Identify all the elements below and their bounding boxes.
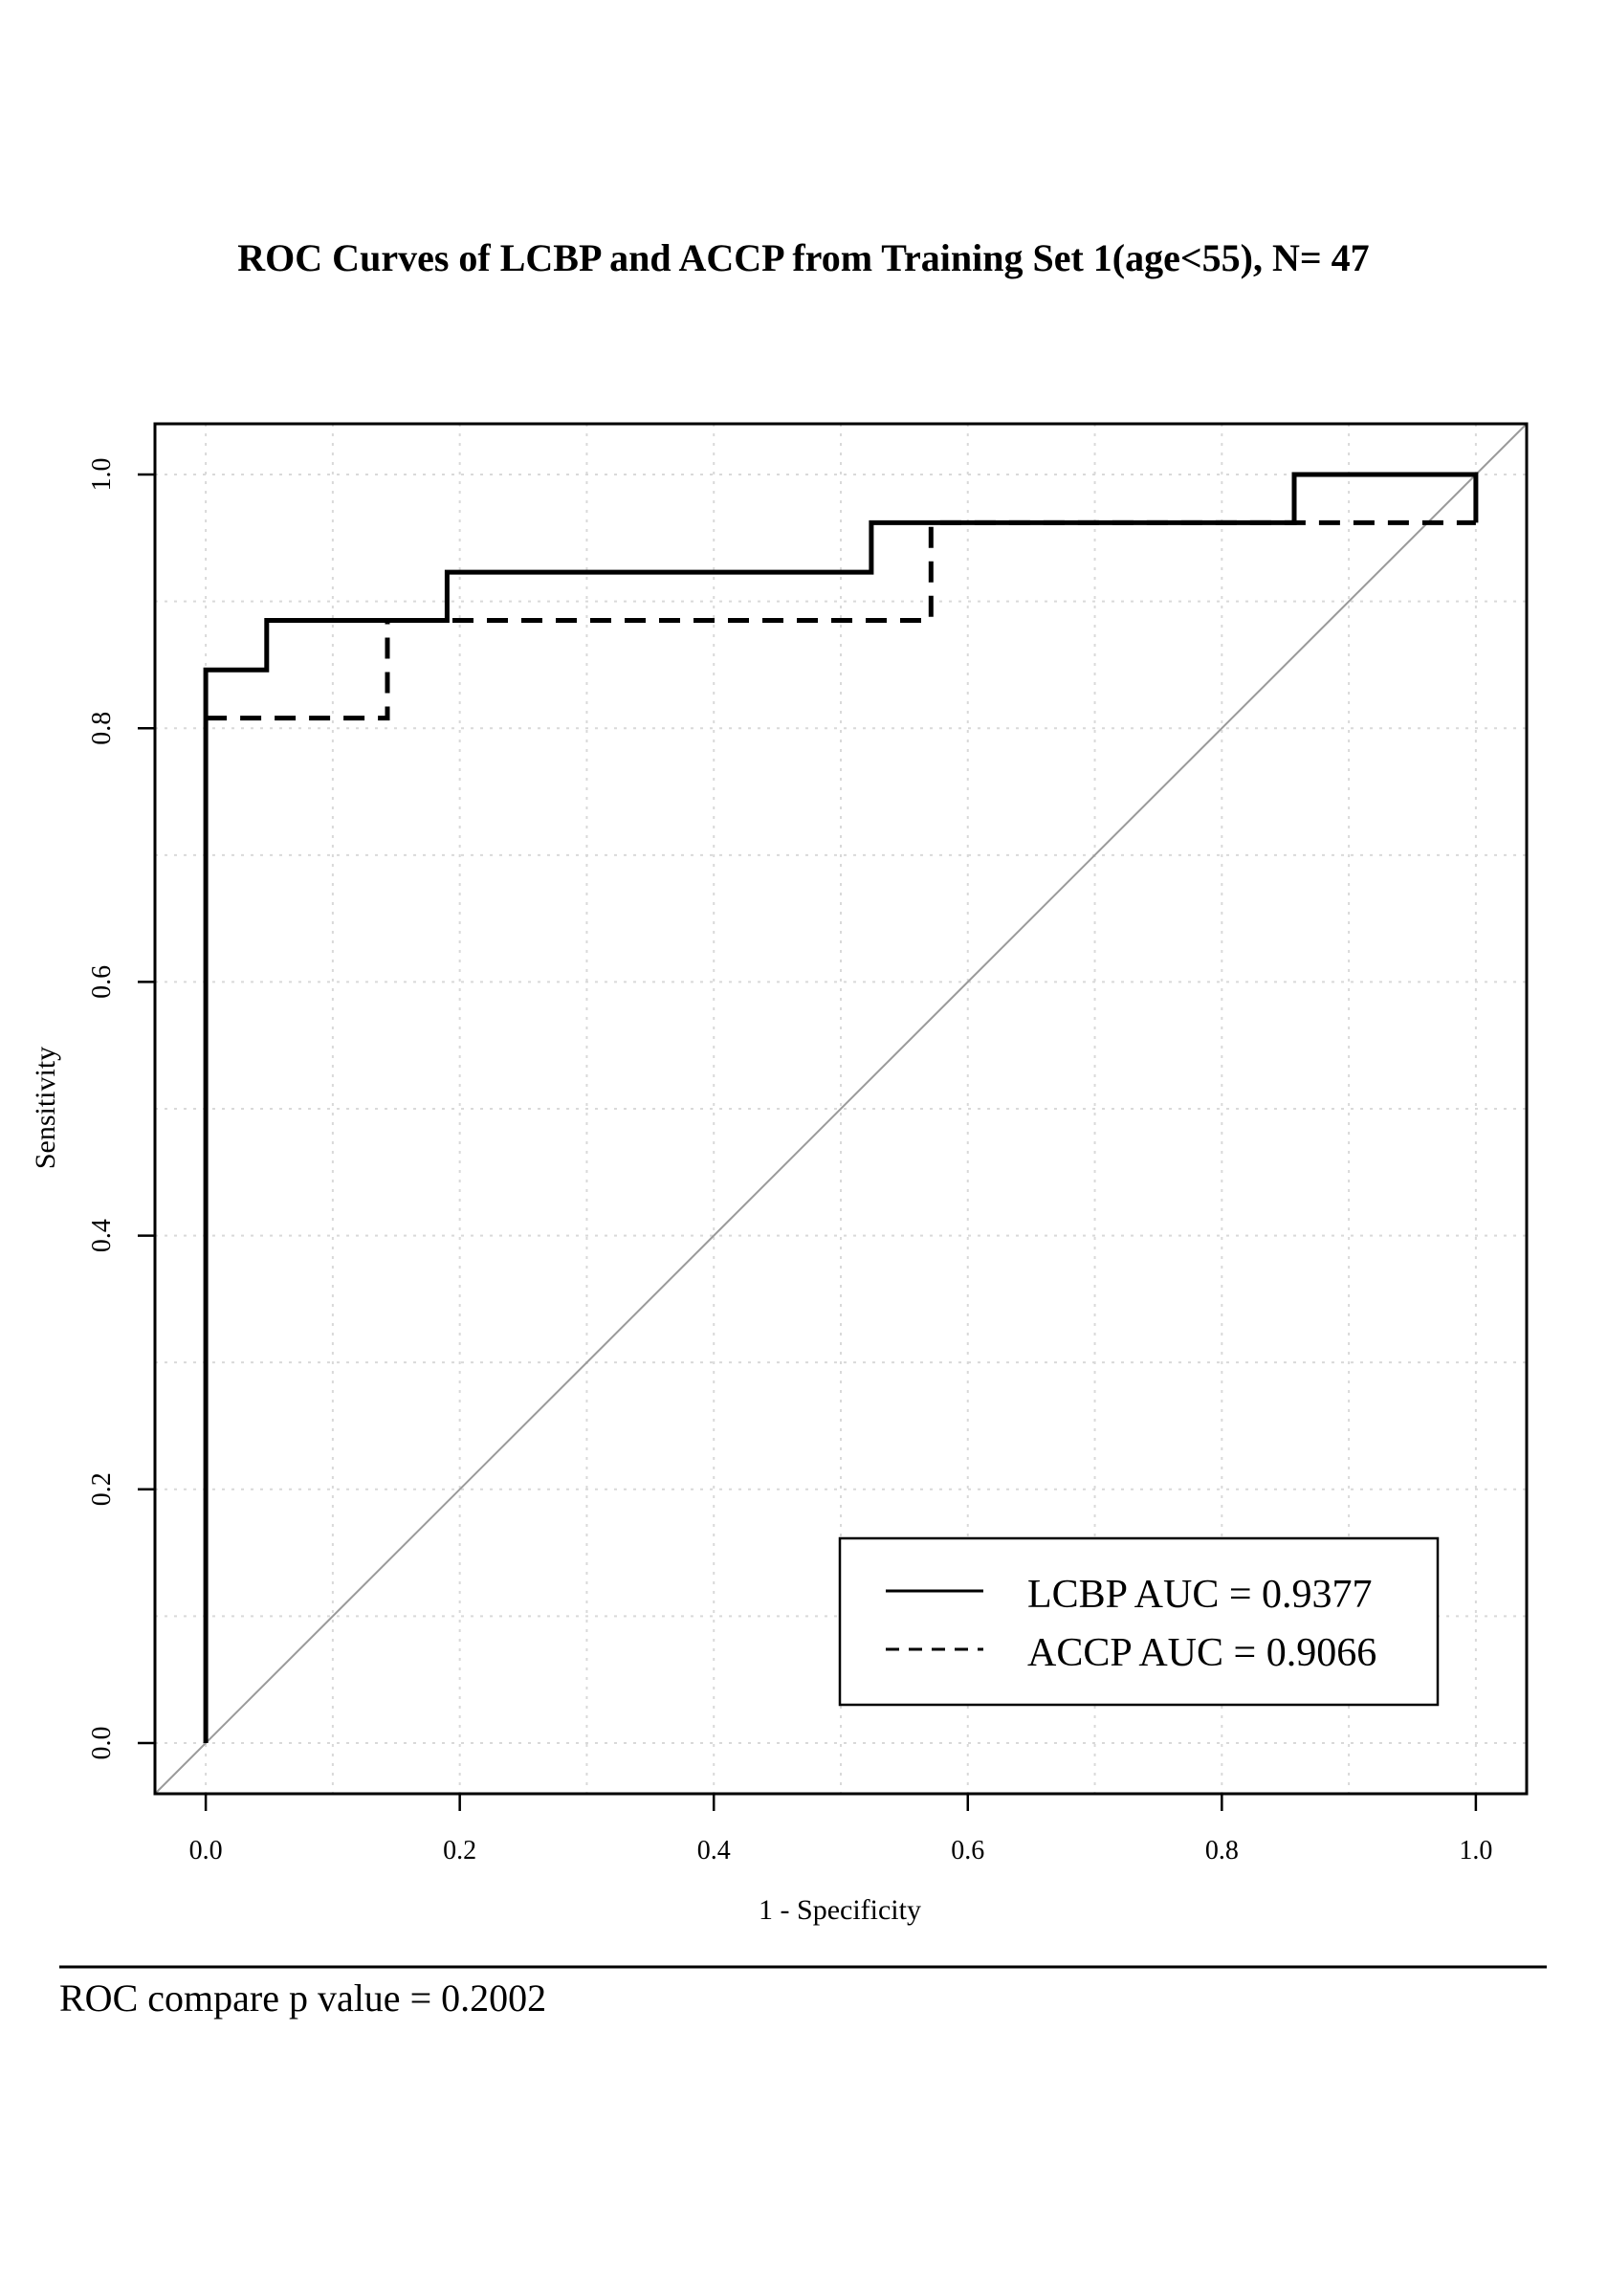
y-axis: 0.0 0.2 0.4 0.6 0.8 1.0 xyxy=(87,458,155,1759)
p-value-footer: ROC compare p value = 0.2002 xyxy=(59,1976,546,2020)
series-line-lcbp xyxy=(203,472,1479,1743)
y-axis-label: Sensitivity xyxy=(30,1047,61,1169)
x-tick-label: 0.8 xyxy=(1205,1836,1239,1866)
x-tick-label: 0.6 xyxy=(951,1836,984,1866)
y-tick-label: 0.8 xyxy=(87,712,117,745)
y-tick-label: 0.0 xyxy=(87,1726,117,1759)
y-tick-label: 0.4 xyxy=(87,1219,117,1252)
x-axis: 0.0 0.2 0.4 0.6 0.8 1.0 xyxy=(189,1794,1492,1866)
diagonal-reference-line xyxy=(154,423,1528,1795)
x-tick-label: 0.2 xyxy=(443,1836,476,1866)
x-tick-label: 0.4 xyxy=(697,1836,731,1866)
legend-label-lcbp: LCBP AUC = 0.9377 xyxy=(1027,1573,1373,1617)
y-tick-label: 0.6 xyxy=(87,965,117,999)
legend-label-accp: ACCP AUC = 0.9066 xyxy=(1027,1631,1376,1675)
y-tick-label: 0.2 xyxy=(87,1472,117,1506)
legend-box xyxy=(838,1536,1440,1707)
chart-title: ROC Curves of LCBP and ACCP from Trainin… xyxy=(237,236,1369,279)
series-line-accp xyxy=(206,519,1476,721)
y-tick-label: 1.0 xyxy=(87,458,117,492)
x-tick-label: 1.0 xyxy=(1459,1836,1492,1866)
roc-series xyxy=(203,472,1479,1743)
legend: LCBP AUC = 0.9377 ACCP AUC = 0.9066 xyxy=(838,1536,1440,1707)
x-tick-label: 0.0 xyxy=(189,1836,223,1866)
x-axis-label: 1 - Specificity xyxy=(759,1894,921,1926)
plot-frame xyxy=(153,422,1529,1796)
